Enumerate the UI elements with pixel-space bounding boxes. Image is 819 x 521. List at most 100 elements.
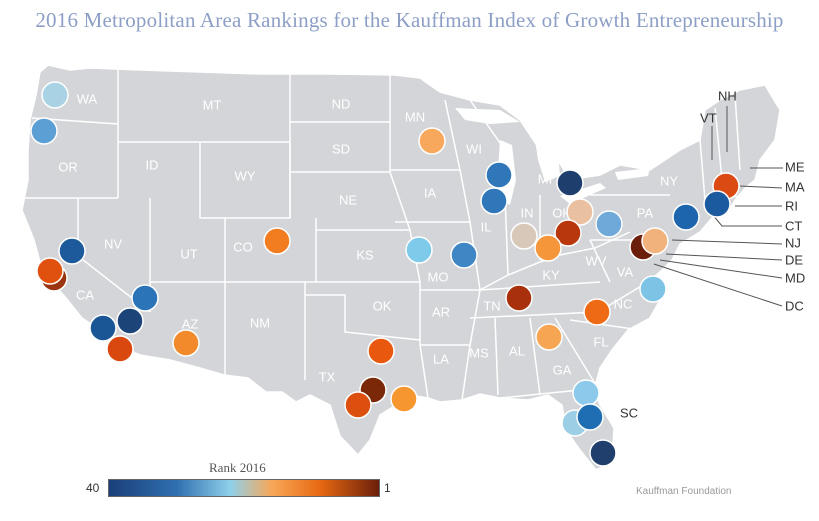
metro-marker-va bbox=[639, 275, 667, 303]
legend-title: Rank 2016 bbox=[209, 460, 266, 475]
state-labels: WA OR CA NV ID MT WY UT AZ CO NM ND SD N… bbox=[58, 91, 678, 384]
border-al-ga bbox=[529, 317, 541, 396]
metro-marker-co bbox=[263, 227, 291, 255]
metro-marker-ca bbox=[58, 237, 86, 265]
state-label-ny: NY bbox=[660, 173, 678, 188]
metro-marker-az bbox=[172, 329, 200, 357]
state-label-ca: CA bbox=[76, 287, 94, 302]
state-label-tx: TX bbox=[319, 369, 336, 384]
metro-marker-tx bbox=[367, 337, 395, 365]
metro-marker-mn bbox=[418, 127, 446, 155]
metro-marker-ma bbox=[703, 190, 731, 218]
state-label-wy: WY bbox=[235, 168, 256, 183]
leader-md bbox=[659, 259, 783, 279]
state-label-ms: MS bbox=[469, 345, 489, 360]
northeast-labels: VT NH ME MA RI CT NJ DE MD DC SC bbox=[620, 88, 805, 420]
state-label-nm: NM bbox=[250, 315, 270, 330]
state-label-nc: NC bbox=[614, 296, 633, 311]
legend-max-label: 1 bbox=[384, 481, 391, 495]
lake-ontario bbox=[615, 168, 650, 180]
metro-markers bbox=[30, 81, 740, 467]
border-ga-fl bbox=[499, 389, 581, 399]
state-label-sd: SD bbox=[332, 141, 350, 156]
state-label-tn: TN bbox=[483, 298, 500, 313]
metro-marker-il bbox=[480, 187, 508, 215]
metro-marker-ny bbox=[672, 203, 700, 231]
state-label-dc: DC bbox=[785, 298, 804, 313]
state-label-al: AL bbox=[509, 343, 525, 358]
metro-marker-tn bbox=[505, 284, 533, 312]
state-label-ma: MA bbox=[785, 179, 805, 194]
state-label-id: ID bbox=[146, 157, 159, 172]
border-vt-nh bbox=[714, 107, 723, 181]
state-label-pa: PA bbox=[637, 205, 654, 220]
border-wv-va bbox=[589, 239, 611, 283]
state-label-co: CO bbox=[233, 239, 253, 254]
state-label-ct: CT bbox=[785, 218, 802, 233]
metro-marker-in bbox=[510, 222, 538, 250]
state-label-nd: ND bbox=[332, 96, 351, 111]
state-label-ri: RI bbox=[785, 198, 798, 213]
state-label-md: MD bbox=[785, 270, 805, 285]
metro-marker-nc bbox=[583, 298, 611, 326]
metro-marker-wi bbox=[485, 161, 513, 189]
state-label-wi: WI bbox=[466, 141, 482, 156]
leader-dc bbox=[653, 263, 783, 307]
border-nh-me bbox=[734, 94, 741, 171]
metro-marker-sc bbox=[535, 323, 563, 351]
metro-marker-wa bbox=[41, 81, 69, 109]
metro-marker-oh bbox=[534, 234, 562, 262]
state-label-de: DE bbox=[785, 252, 803, 267]
state-label-in: IN bbox=[521, 205, 534, 220]
state-label-nh: NH bbox=[718, 88, 737, 103]
state-label-nv: NV bbox=[104, 236, 122, 251]
lake-erie bbox=[560, 183, 606, 204]
metro-marker-oh bbox=[554, 219, 582, 247]
source-credit: Kauffman Foundation bbox=[636, 486, 732, 497]
metro-marker-fl bbox=[589, 439, 617, 467]
state-label-or: OR bbox=[58, 159, 78, 174]
state-label-mn: MN bbox=[405, 109, 425, 124]
border-ga-sc bbox=[554, 317, 597, 386]
state-label-ia: IA bbox=[424, 185, 437, 200]
metro-marker-pa bbox=[595, 210, 623, 238]
legend-color-scale bbox=[108, 479, 380, 497]
leader-ct bbox=[711, 213, 782, 227]
state-label-va: VA bbox=[617, 264, 634, 279]
metro-marker-fl bbox=[572, 379, 600, 407]
metro-marker-tx bbox=[344, 391, 372, 419]
state-label-nj: NJ bbox=[785, 235, 801, 250]
state-label-mt: MT bbox=[203, 97, 222, 112]
northeast-callouts bbox=[653, 106, 783, 307]
metro-marker-nj bbox=[641, 227, 669, 255]
metro-marker-ca bbox=[106, 335, 134, 363]
metro-marker-or bbox=[30, 117, 58, 145]
border-ky-tn bbox=[479, 281, 601, 291]
state-label-il: IL bbox=[481, 219, 492, 234]
state-label-fl: SC bbox=[620, 405, 638, 420]
state-label-ks: KS bbox=[356, 247, 374, 262]
state-label-ar: AR bbox=[432, 304, 450, 319]
state-label-me: ME bbox=[785, 159, 805, 174]
state-label-la: LA bbox=[433, 351, 449, 366]
state-label-wa: WA bbox=[77, 91, 98, 106]
state-label-mi: MI bbox=[538, 171, 552, 186]
state-label-vt: VT bbox=[700, 110, 717, 125]
border-ok-tx bbox=[305, 294, 421, 341]
state-label-mo: MO bbox=[428, 269, 449, 284]
border-ny-new-england bbox=[699, 139, 706, 201]
state-label-az: AZ bbox=[182, 316, 199, 331]
map-title: 2016 Metropolitan Area Rankings for the … bbox=[35, 8, 784, 32]
metro-marker-tx bbox=[390, 385, 418, 413]
metro-marker-oh bbox=[566, 198, 594, 226]
metro-marker-ca bbox=[36, 257, 64, 285]
metro-marker-fl bbox=[576, 403, 604, 431]
border-ms-al bbox=[494, 317, 499, 396]
lake-huron bbox=[535, 140, 560, 182]
metro-marker-mo bbox=[405, 236, 433, 264]
metro-marker-ca bbox=[131, 284, 159, 312]
metro-marker-ca bbox=[116, 307, 144, 335]
state-label-wv: WV bbox=[586, 253, 607, 268]
